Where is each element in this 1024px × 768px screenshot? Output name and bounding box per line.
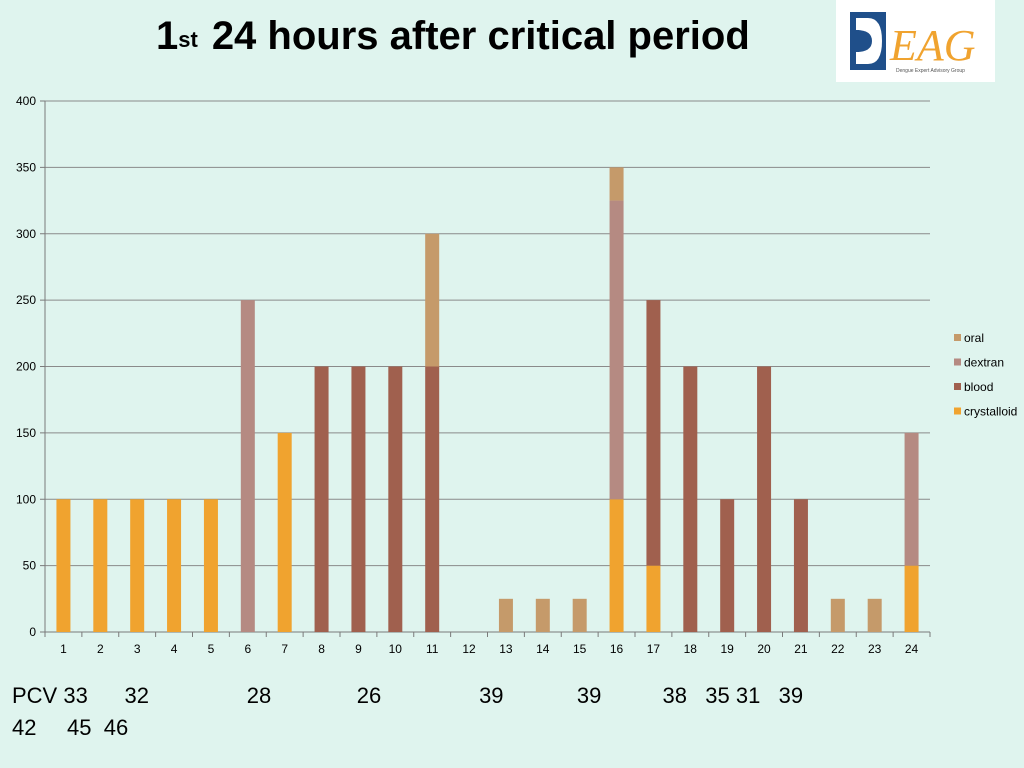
pcv-values: PCV 33 32 28 26 39 39 38 35 31 39 42 45 4…	[12, 680, 1012, 744]
x-tick-label: 14	[536, 642, 550, 656]
bar-segment-dextran	[240, 300, 255, 632]
title-text: 24 hours after critical period	[211, 14, 750, 58]
x-tick-label: 24	[905, 642, 919, 656]
x-tick-label: 16	[610, 642, 624, 656]
bar-segment-blood	[388, 366, 403, 632]
bar-segment-blood	[757, 366, 772, 632]
bar-segment-blood	[351, 366, 366, 632]
bar-segment-crystalloid	[277, 432, 292, 632]
y-tick-label: 50	[23, 559, 37, 573]
x-tick-label: 11	[426, 642, 439, 656]
bar-segment-dextran	[609, 200, 624, 500]
x-tick-label: 9	[355, 642, 362, 656]
y-tick-label: 250	[16, 293, 36, 307]
x-tick-label: 21	[794, 642, 808, 656]
y-tick-label: 400	[16, 94, 36, 108]
x-tick-label: 13	[499, 642, 513, 656]
x-tick-label: 3	[134, 642, 141, 656]
legend-swatch-blood	[954, 383, 961, 390]
x-tick-label: 12	[462, 642, 476, 656]
x-tick-label: 19	[721, 642, 735, 656]
x-tick-label: 7	[281, 642, 288, 656]
slide-title: 1st 24 hours after critical period	[156, 10, 796, 62]
x-tick-label: 23	[868, 642, 882, 656]
bar-segment-crystalloid	[203, 499, 218, 632]
bar-segment-oral	[425, 233, 440, 367]
bar-segment-blood	[683, 366, 698, 632]
x-tick-label: 22	[831, 642, 845, 656]
bar-segment-blood	[425, 366, 440, 632]
y-tick-label: 100	[16, 492, 36, 506]
x-tick-label: 5	[208, 642, 215, 656]
x-tick-label: 8	[318, 642, 325, 656]
title-number: 1	[156, 14, 179, 58]
y-tick-label: 350	[16, 160, 36, 174]
bar-segment-oral	[535, 598, 550, 632]
deag-logo: EAG Dengue Expert Advisory Group	[836, 0, 995, 82]
legend-label-oral: oral	[964, 331, 984, 345]
bar-segment-blood	[646, 300, 661, 566]
x-tick-label: 17	[647, 642, 661, 656]
x-tick-label: 10	[389, 642, 403, 656]
legend-swatch-crystalloid	[954, 407, 961, 415]
bar-segment-dextran	[904, 432, 919, 566]
legend-label-dextran: dextran	[964, 356, 1004, 370]
x-tick-label: 6	[244, 642, 251, 656]
logo-letters: EAG	[889, 21, 976, 70]
bar-segment-oral	[867, 598, 882, 632]
bar-segment-oral	[498, 598, 513, 632]
y-tick-label: 300	[16, 227, 36, 241]
x-tick-label: 4	[171, 642, 178, 656]
bar-segment-oral	[572, 598, 587, 632]
bar-segment-blood	[793, 499, 808, 632]
y-tick-label: 150	[16, 426, 36, 440]
bar-segment-blood	[720, 499, 735, 632]
logo-graphic: EAG Dengue Expert Advisory Group	[850, 12, 976, 74]
legend-label-blood: blood	[964, 380, 993, 394]
legend-swatch-dextran	[954, 358, 961, 366]
title-superscript: st	[178, 27, 198, 52]
x-tick-label: 15	[573, 642, 587, 656]
x-tick-label: 18	[684, 642, 698, 656]
bar-segment-crystalloid	[56, 499, 71, 632]
x-tick-label: 1	[60, 642, 67, 656]
bar-segment-crystalloid	[609, 499, 624, 632]
logo-caption: Dengue Expert Advisory Group	[896, 68, 965, 74]
x-tick-label: 20	[757, 642, 771, 656]
y-tick-label: 0	[29, 625, 36, 639]
bar-segment-crystalloid	[904, 565, 919, 632]
bar-segment-crystalloid	[167, 499, 182, 632]
pcv-line-1: PCV 33 32 28 26 39 39 38 35 31 39	[12, 683, 804, 708]
legend-swatch-oral	[954, 334, 961, 341]
pcv-line-2: 42 45 46	[12, 715, 129, 740]
bar-segment-crystalloid	[646, 565, 661, 632]
y-tick-label: 200	[16, 360, 36, 374]
bar-segment-oral	[830, 598, 845, 632]
bar-segment-crystalloid	[93, 499, 108, 632]
bar-segment-crystalloid	[130, 499, 145, 632]
x-tick-label: 2	[97, 642, 104, 656]
bar-segment-oral	[609, 167, 624, 201]
legend-label-crystalloid: crystalloid	[964, 405, 1017, 419]
bar-segment-blood	[314, 366, 329, 632]
